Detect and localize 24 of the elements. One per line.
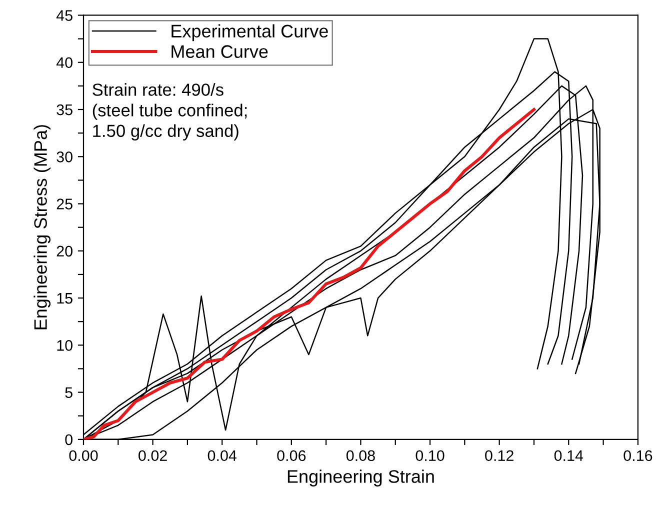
y-axis-title: Engineering Stress (MPa) (34, 125, 51, 330)
y-tick-label: 20 (56, 246, 72, 257)
annotation: Strain rate: 490/s (steel tube confined; 1.50 g/cc dry sand) (92, 83, 247, 140)
legend-label: Mean Curve (172, 45, 268, 58)
x-tick-label: 0.00 (69, 450, 98, 462)
x-tick-label: 0.02 (138, 450, 167, 462)
y-tick-label: 40 (56, 57, 72, 68)
y-tick-label: 10 (57, 340, 72, 351)
x-tick-label: 0.14 (554, 450, 584, 462)
y-tick-label: 45 (56, 10, 72, 21)
x-tick-label: 0.04 (208, 450, 237, 462)
x-tick-label: 0.16 (624, 450, 652, 462)
x-axis-title: Engineering Strain (288, 470, 434, 486)
y-tick-label: 25 (56, 198, 72, 210)
legend-label: Experimental Curve (172, 24, 328, 42)
x-tick-label: 0.08 (346, 450, 375, 462)
x-tick-label: 0.12 (485, 450, 514, 462)
y-tick-label: 5 (65, 387, 72, 398)
x-tick-label: 0.06 (277, 450, 306, 462)
x-tick-label: 0.10 (416, 450, 444, 462)
y-tick-label: 30 (56, 152, 72, 162)
y-tick-label: 15 (57, 293, 72, 304)
y-tick-label: 35 (56, 104, 72, 116)
y-tick-label: 0 (65, 434, 72, 446)
